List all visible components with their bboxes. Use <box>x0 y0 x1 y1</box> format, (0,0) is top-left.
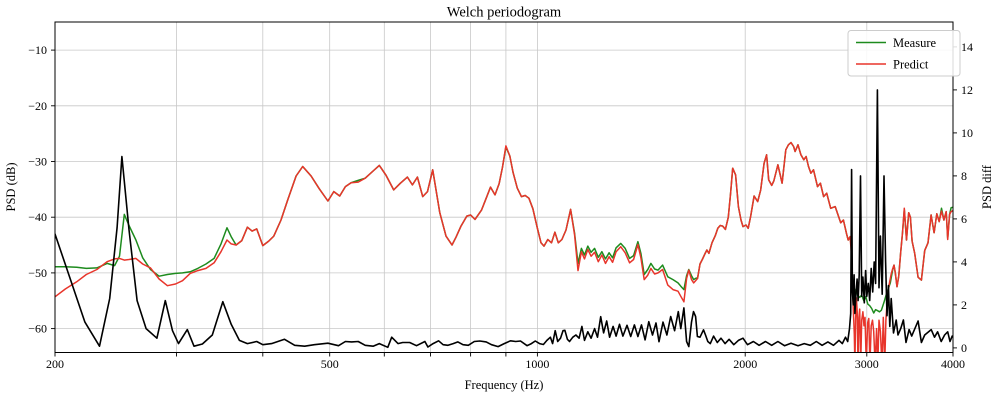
y-left-tick-label: −30 <box>28 155 47 169</box>
y-right-tick-label: 8 <box>961 169 967 183</box>
plot-lines-layer <box>55 89 953 353</box>
y-right-tick-label: 0 <box>961 341 967 355</box>
x-tick-label: 2000 <box>733 357 757 371</box>
y-right-tick-label: 2 <box>961 298 967 312</box>
x-tick-label: 4000 <box>941 357 965 371</box>
y-right-tick-label: 14 <box>961 40 973 54</box>
series-line-measure <box>55 141 953 314</box>
legend: Measure Predict <box>847 30 961 77</box>
y-right-tick-label: 4 <box>961 255 967 269</box>
series-line-predict <box>55 141 953 353</box>
y-right-tick-label: 12 <box>961 83 973 97</box>
series-line-psd-diff <box>55 89 953 349</box>
y-axis-label-right: PSD diff <box>980 164 994 209</box>
y-axis-label-left: PSD (dB) <box>4 163 18 212</box>
y-left-tick-label: −20 <box>28 99 47 113</box>
legend-predict-label: Predict <box>893 57 929 71</box>
y-left-tick-label: −10 <box>28 43 47 57</box>
chart-title: Welch periodogram <box>447 5 562 21</box>
grid-layer <box>55 22 954 353</box>
x-axis-label: Frequency (Hz) <box>465 378 544 392</box>
y-left-tick-label: −40 <box>28 210 47 224</box>
x-tick-label: 200 <box>46 357 64 371</box>
axes-spines <box>54 21 954 353</box>
y-left-tick-label: −60 <box>28 322 47 336</box>
y-right-tick-label: 10 <box>961 126 973 140</box>
x-tick-label: 3000 <box>855 357 879 371</box>
y-right-tick-label: 6 <box>961 212 967 226</box>
tick-layer: 200 500 1000 2000 3000 4000 −60 −50 −40 −30 −20 −10… <box>28 40 973 371</box>
y-left-tick-label: −50 <box>28 266 47 280</box>
legend-measure-label: Measure <box>893 36 936 50</box>
x-tick-label: 500 <box>321 357 339 371</box>
x-tick-label: 1000 <box>525 357 549 371</box>
